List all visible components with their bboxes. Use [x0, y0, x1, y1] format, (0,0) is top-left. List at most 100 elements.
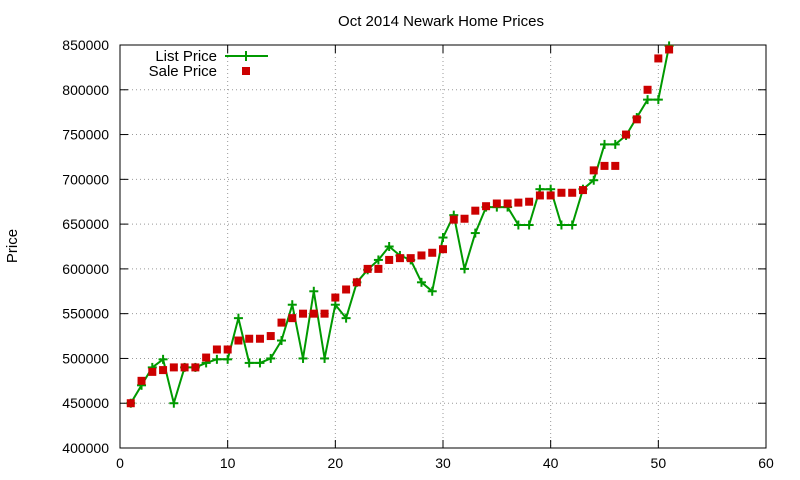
data-point-list-price — [309, 286, 319, 296]
data-point-list-price — [320, 353, 330, 363]
data-point-sale-price — [288, 314, 297, 323]
data-point-sale-price — [223, 345, 232, 354]
y-tick-label: 500000 — [62, 350, 109, 366]
legend-marker-sale-price — [242, 67, 250, 75]
data-point-sale-price — [342, 285, 351, 294]
data-point-list-price — [384, 242, 394, 251]
data-point-sale-price — [234, 336, 243, 345]
data-point-sale-price — [245, 334, 254, 343]
data-point-sale-price — [266, 332, 275, 341]
data-point-sale-price — [352, 278, 361, 287]
data-point-sale-price — [374, 264, 383, 273]
data-point-list-price — [567, 220, 577, 230]
data-point-sale-price — [557, 188, 566, 197]
data-point-list-price — [460, 264, 470, 274]
data-point-sale-price — [546, 191, 555, 200]
data-point-sale-price — [503, 199, 512, 208]
data-point-list-price — [589, 175, 599, 185]
x-tick-label: 10 — [220, 455, 236, 471]
legend-label-sale-price: Sale Price — [149, 63, 217, 80]
data-point-sale-price — [395, 254, 404, 263]
data-point-sale-price — [255, 334, 264, 343]
x-tick-label: 40 — [543, 455, 559, 471]
data-point-list-price — [427, 286, 437, 296]
data-point-list-price — [416, 277, 426, 287]
data-point-sale-price — [309, 309, 318, 318]
data-point-sale-price — [514, 198, 523, 207]
data-point-sale-price — [535, 191, 544, 200]
data-point-sale-price — [159, 366, 168, 375]
data-point-list-price — [524, 220, 534, 230]
data-point-list-price — [610, 139, 620, 149]
chart-title: Oct 2014 Newark Home Prices — [338, 13, 544, 30]
data-point-sale-price — [578, 186, 587, 195]
data-point-list-price — [255, 358, 265, 368]
data-point-sale-price — [385, 255, 394, 264]
data-point-list-price — [287, 300, 297, 310]
y-tick-label: 450000 — [62, 395, 109, 411]
x-tick-label: 30 — [435, 455, 451, 471]
y-tick-label: 650000 — [62, 216, 109, 232]
y-tick-label: 550000 — [62, 306, 109, 322]
data-point-sale-price — [492, 199, 501, 208]
data-point-sale-price — [126, 399, 135, 408]
plot-frame — [119, 44, 767, 449]
data-point-sale-price — [417, 251, 426, 260]
data-point-sale-price — [482, 202, 491, 211]
data-point-list-price — [341, 313, 351, 323]
data-point-sale-price — [460, 214, 469, 223]
data-point-sale-price — [439, 245, 447, 254]
data-point-list-price — [653, 95, 663, 105]
data-point-sale-price — [654, 54, 663, 63]
data-point-sale-price — [449, 215, 458, 224]
y-tick-label: 400000 — [62, 440, 109, 456]
data-point-sale-price — [148, 367, 157, 376]
data-point-list-price — [212, 354, 222, 364]
y-tick-label: 600000 — [62, 261, 109, 277]
x-tick-label: 60 — [758, 455, 774, 471]
data-point-sale-price — [180, 363, 189, 372]
data-point-sale-price — [363, 264, 372, 273]
legend: List Price Sale Price — [149, 48, 268, 80]
data-point-sale-price — [299, 309, 308, 318]
data-point-sale-price — [320, 309, 329, 318]
data-point-list-price — [373, 255, 383, 265]
data-point-list-price — [438, 233, 448, 243]
data-point-list-price — [513, 220, 523, 230]
data-point-sale-price — [611, 161, 620, 170]
data-point-list-price — [277, 336, 286, 346]
data-point-list-price — [169, 398, 179, 408]
data-point-sale-price — [137, 376, 146, 385]
data-point-sale-price — [600, 161, 609, 170]
data-point-sale-price — [277, 318, 286, 327]
data-point-list-price — [330, 300, 340, 310]
data-point-sale-price — [471, 206, 480, 215]
data-point-sale-price — [632, 115, 641, 124]
series-layer — [126, 41, 674, 408]
data-point-list-price — [223, 354, 233, 364]
data-point-sale-price — [428, 248, 437, 257]
axis-ticks — [119, 44, 767, 449]
data-point-sale-price — [169, 363, 178, 372]
data-point-list-price — [600, 139, 609, 149]
data-point-list-price — [470, 228, 480, 238]
x-tick-label: 50 — [651, 455, 667, 471]
data-point-list-price — [298, 353, 308, 363]
y-tick-label: 700000 — [62, 171, 109, 187]
y-axis-label: Price — [4, 229, 21, 263]
data-point-list-price — [233, 313, 243, 323]
legend-marker-list-price — [241, 51, 251, 61]
data-point-sale-price — [406, 254, 415, 263]
data-point-sale-price — [622, 130, 631, 139]
legend-label-list-price: List Price — [155, 48, 217, 65]
data-point-list-price — [244, 358, 254, 368]
data-point-sale-price — [202, 353, 211, 362]
data-point-sale-price — [589, 166, 598, 175]
data-point-list-price — [556, 220, 566, 230]
data-point-list-price — [643, 95, 653, 105]
y-tick-label: 850000 — [62, 37, 109, 53]
x-tick-label: 0 — [116, 455, 124, 471]
data-point-list-price — [158, 354, 168, 364]
data-point-sale-price — [665, 45, 674, 54]
